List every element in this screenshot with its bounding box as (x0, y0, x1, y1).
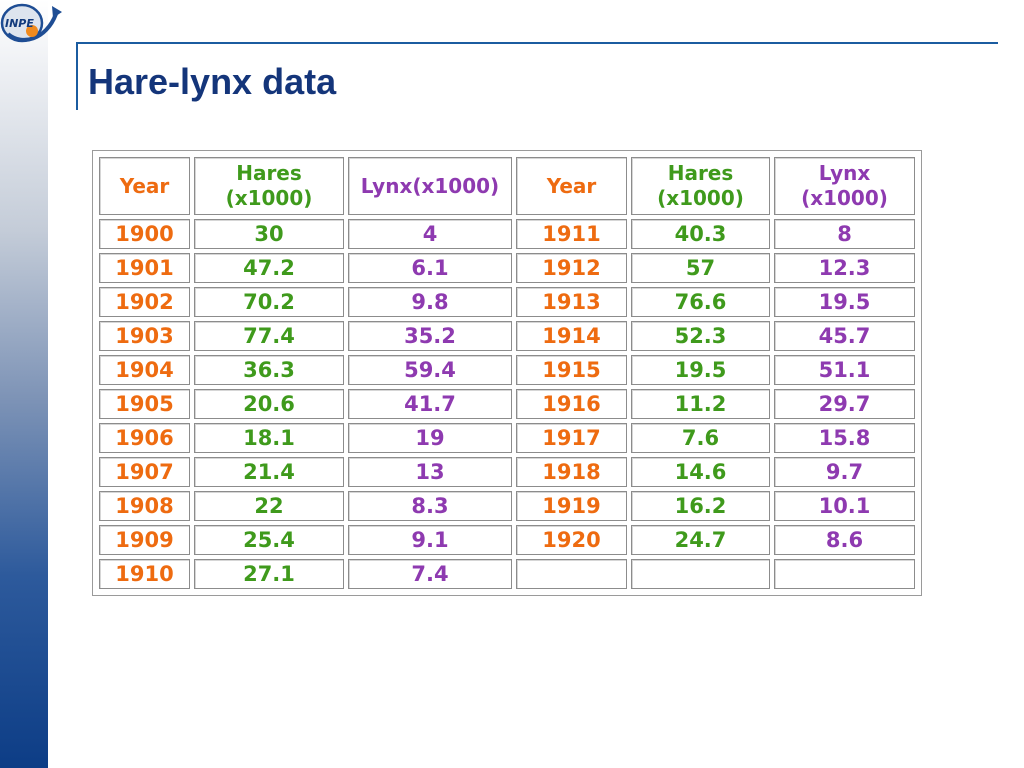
cell-lynx: 10.1 (774, 491, 915, 521)
cell-hares: 22 (194, 491, 344, 521)
table-row: 1905 20.6 41.7 1916 11.2 29.7 (99, 389, 915, 419)
header-row: Year Hares (x1000) Lynx(x1000) Year Hares (x10… (99, 157, 915, 215)
table-row: 1907 21.4 13 1918 14.6 9.7 (99, 457, 915, 487)
cell-year: 1909 (99, 525, 190, 555)
cell-year: 1918 (516, 457, 627, 487)
cell-lynx: 12.3 (774, 253, 915, 283)
cell-year: 1915 (516, 355, 627, 385)
cell-hares: 11.2 (631, 389, 770, 419)
side-gradient-bar (0, 0, 48, 768)
table-row: 1908 22 8.3 1919 16.2 10.1 (99, 491, 915, 521)
cell-lynx: 35.2 (348, 321, 512, 351)
cell-hares: 36.3 (194, 355, 344, 385)
cell-year: 1906 (99, 423, 190, 453)
header-year: Year (516, 157, 627, 215)
cell-year: 1904 (99, 355, 190, 385)
table-row: 1906 18.1 19 1917 7.6 15.8 (99, 423, 915, 453)
cell-hares: 70.2 (194, 287, 344, 317)
cell-lynx: 9.7 (774, 457, 915, 487)
header-lynx: Lynx(x1000) (774, 157, 915, 215)
cell-year: 1914 (516, 321, 627, 351)
cell-lynx: 41.7 (348, 389, 512, 419)
cell-lynx (774, 559, 915, 589)
table-row: 1902 70.2 9.8 1913 76.6 19.5 (99, 287, 915, 317)
cell-lynx: 15.8 (774, 423, 915, 453)
cell-hares (631, 559, 770, 589)
cell-year: 1907 (99, 457, 190, 487)
inpe-logo-graphic (0, 3, 62, 43)
cell-year: 1911 (516, 219, 627, 249)
cell-lynx: 8.6 (774, 525, 915, 555)
table-row: 1901 47.2 6.1 1912 57 12.3 (99, 253, 915, 283)
title-rule-vertical (76, 42, 78, 110)
cell-lynx: 7.4 (348, 559, 512, 589)
cell-lynx: 9.1 (348, 525, 512, 555)
header-year: Year (99, 157, 190, 215)
cell-lynx: 4 (348, 219, 512, 249)
cell-year: 1901 (99, 253, 190, 283)
title-rule-horizontal (76, 42, 998, 44)
cell-hares: 21.4 (194, 457, 344, 487)
cell-year: 1919 (516, 491, 627, 521)
cell-hares: 27.1 (194, 559, 344, 589)
cell-hares: 25.4 (194, 525, 344, 555)
cell-year: 1916 (516, 389, 627, 419)
cell-lynx: 51.1 (774, 355, 915, 385)
cell-hares: 16.2 (631, 491, 770, 521)
cell-hares: 77.4 (194, 321, 344, 351)
cell-lynx: 59.4 (348, 355, 512, 385)
slide-title: Hare-lynx data (88, 61, 337, 102)
cell-hares: 40.3 (631, 219, 770, 249)
cell-lynx: 9.8 (348, 287, 512, 317)
table-row: 1910 27.1 7.4 (99, 559, 915, 589)
cell-lynx: 29.7 (774, 389, 915, 419)
cell-year: 1900 (99, 219, 190, 249)
cell-year: 1920 (516, 525, 627, 555)
cell-year: 1910 (99, 559, 190, 589)
cell-lynx: 8.3 (348, 491, 512, 521)
cell-hares: 47.2 (194, 253, 344, 283)
cell-lynx: 19 (348, 423, 512, 453)
cell-hares: 19.5 (631, 355, 770, 385)
cell-year: 1917 (516, 423, 627, 453)
cell-hares: 14.6 (631, 457, 770, 487)
table-row: 1909 25.4 9.1 1920 24.7 8.6 (99, 525, 915, 555)
cell-year (516, 559, 627, 589)
hare-lynx-table: Year Hares (x1000) Lynx(x1000) Year Hares (x10… (95, 153, 919, 593)
cell-hares: 20.6 (194, 389, 344, 419)
cell-lynx: 6.1 (348, 253, 512, 283)
cell-hares: 7.6 (631, 423, 770, 453)
cell-year: 1913 (516, 287, 627, 317)
header-lynx: Lynx(x1000) (348, 157, 512, 215)
cell-lynx: 8 (774, 219, 915, 249)
cell-hares: 76.6 (631, 287, 770, 317)
cell-hares: 30 (194, 219, 344, 249)
cell-hares: 24.7 (631, 525, 770, 555)
cell-hares: 18.1 (194, 423, 344, 453)
cell-year: 1903 (99, 321, 190, 351)
header-hares: Hares (x1000) (194, 157, 344, 215)
logo-text: INPE (5, 17, 34, 30)
inpe-logo: INPE (0, 0, 66, 52)
table-row: 1904 36.3 59.4 1915 19.5 51.1 (99, 355, 915, 385)
table-row: 1900 30 4 1911 40.3 8 (99, 219, 915, 249)
cell-hares: 52.3 (631, 321, 770, 351)
cell-year: 1905 (99, 389, 190, 419)
table-row: 1903 77.4 35.2 1914 52.3 45.7 (99, 321, 915, 351)
cell-lynx: 13 (348, 457, 512, 487)
hare-lynx-table-frame: Year Hares (x1000) Lynx(x1000) Year Hares (x10… (92, 150, 922, 596)
cell-year: 1902 (99, 287, 190, 317)
cell-lynx: 45.7 (774, 321, 915, 351)
cell-year: 1912 (516, 253, 627, 283)
cell-year: 1908 (99, 491, 190, 521)
cell-lynx: 19.5 (774, 287, 915, 317)
header-hares: Hares (x1000) (631, 157, 770, 215)
cell-hares: 57 (631, 253, 770, 283)
